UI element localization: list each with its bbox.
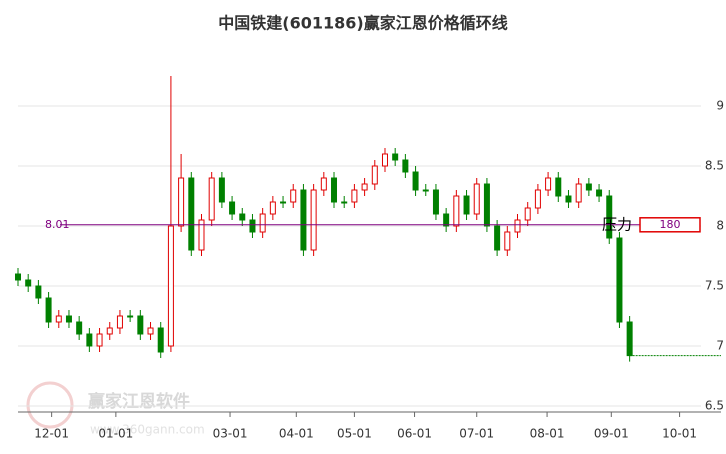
watermark-url: www.360gann.com (90, 423, 205, 437)
x-tick-label: 07-01 (459, 427, 494, 441)
candle-body (422, 189, 429, 192)
watermark-logo (26, 381, 74, 429)
candle-body (351, 189, 358, 203)
candle-body (106, 327, 113, 335)
candle-body (392, 153, 399, 161)
candle-body (341, 201, 348, 204)
candle-body (157, 327, 164, 353)
candle-body (606, 195, 613, 239)
candle-body (198, 219, 205, 251)
candle-body (494, 225, 501, 251)
candle-body (361, 183, 368, 191)
candle-body (35, 285, 42, 299)
y-tick-label: 7 (716, 339, 724, 353)
candle-body (371, 165, 378, 185)
chart-title: 中国铁建(601186)赢家江恩价格循环线 (218, 14, 507, 33)
y-tick-label: 7.5 (705, 279, 724, 293)
x-tick-label: 04-01 (279, 427, 314, 441)
x-tick-label: 10-01 (662, 427, 697, 441)
candle-body (565, 195, 572, 203)
candle-body (310, 189, 317, 251)
annotation-box (639, 217, 701, 233)
candle-body (280, 201, 287, 204)
candle-body (249, 219, 256, 233)
annotation: 压力 (602, 215, 632, 233)
x-tick-label: 08-01 (530, 427, 565, 441)
y-tick-label: 6.5 (705, 399, 724, 413)
watermark: 赢家江恩软件 (88, 391, 190, 412)
candle-body (473, 183, 480, 215)
candle-body (616, 237, 623, 323)
candle-body (504, 231, 511, 251)
candle-body (412, 171, 419, 191)
candle-body (443, 213, 450, 227)
candle-body (432, 189, 439, 215)
candle-body (290, 189, 297, 203)
candle-body (86, 333, 93, 347)
candle-body (25, 279, 32, 287)
candle-body (514, 219, 521, 233)
x-tick-label: 01-01 (98, 427, 133, 441)
y-tick-label: 8.5 (705, 159, 724, 173)
candle-body (555, 177, 562, 197)
candle-body (585, 183, 592, 191)
candle-body (453, 195, 460, 227)
candle-body (575, 183, 582, 203)
candle-body (300, 189, 307, 251)
candle-body (320, 177, 327, 191)
candle-body (218, 177, 225, 203)
candle-body (483, 183, 490, 227)
candle-body (239, 213, 246, 221)
candle-body (269, 201, 276, 215)
candle-body (463, 195, 470, 215)
x-tick-label: 05-01 (337, 427, 372, 441)
candle-body (596, 189, 603, 197)
candle-body (167, 225, 174, 347)
candle-body (96, 333, 103, 347)
candle-body (116, 315, 123, 329)
candle-body (534, 189, 541, 209)
candle-body (626, 321, 633, 357)
candle-body (55, 315, 62, 323)
candle-body (331, 177, 338, 203)
candle-body (208, 177, 215, 221)
candle-body (259, 213, 266, 233)
candle-body (545, 177, 552, 191)
candle-body (381, 153, 388, 167)
y-tick-label: 9 (716, 99, 724, 113)
x-tick-label: 09-01 (594, 427, 629, 441)
candle-body (45, 297, 52, 323)
annotation-box-label: 180 (660, 218, 681, 231)
candle-body (229, 201, 236, 215)
resistance-label: 8.01 (45, 218, 70, 231)
candle-body (127, 315, 134, 318)
x-tick-label: 06-01 (397, 427, 432, 441)
candle-body (137, 315, 144, 335)
candle-body (147, 327, 154, 335)
candle-body (76, 321, 83, 335)
y-tick-label: 8 (716, 219, 724, 233)
candle-body (188, 177, 195, 251)
candle-body (402, 159, 409, 173)
x-tick-label: 03-01 (213, 427, 248, 441)
candle-body (15, 273, 21, 281)
x-tick-label: 12-01 (34, 427, 69, 441)
candle-body (65, 315, 72, 323)
candle-body (178, 177, 185, 227)
candle-body (524, 207, 531, 221)
